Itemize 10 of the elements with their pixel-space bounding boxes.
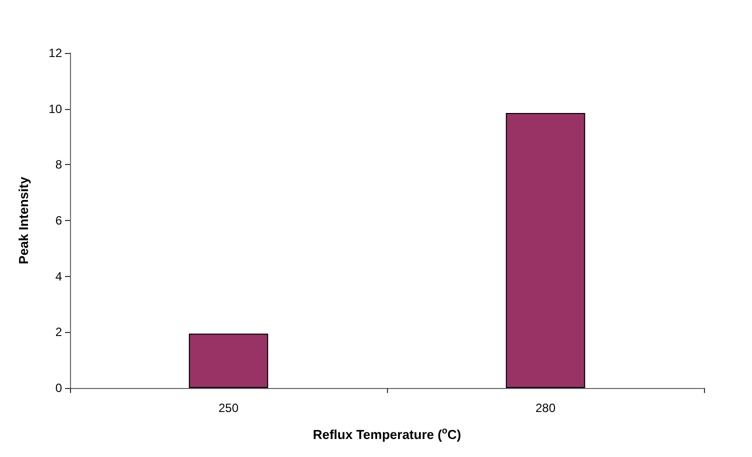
y-tick-label: 4 bbox=[55, 269, 62, 284]
y-axis-title: Peak Intensity bbox=[16, 176, 31, 264]
x-tick-label: 250 bbox=[218, 401, 239, 415]
y-tick-label: 10 bbox=[48, 102, 62, 116]
y-tick-label: 2 bbox=[55, 325, 62, 340]
y-tick-label: 0 bbox=[55, 381, 62, 395]
x-tick-label: 280 bbox=[535, 401, 556, 415]
y-tick-label: 8 bbox=[55, 158, 62, 172]
y-tick-label: 6 bbox=[55, 214, 62, 228]
y-tick-label: 12 bbox=[48, 46, 62, 60]
